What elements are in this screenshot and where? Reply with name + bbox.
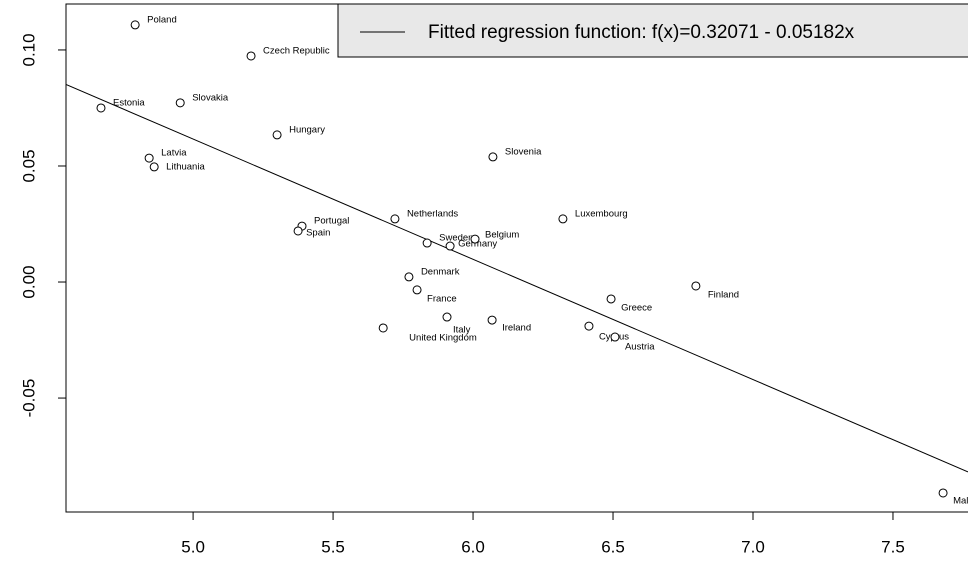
point-label: Lithuania: [166, 161, 205, 172]
point: [144, 153, 154, 163]
point-label: Luxembourg: [575, 208, 628, 219]
point-label: Estonia: [113, 97, 145, 108]
plot-frame: [65, 3, 968, 513]
point-label: Portugal: [314, 216, 349, 227]
point-label: Malta: [953, 495, 968, 506]
point-label: United Kingdom: [409, 332, 477, 343]
point-label: Hungary: [289, 124, 325, 135]
point-label: Germany: [458, 239, 497, 250]
y-tick-label: 0.10: [19, 33, 38, 66]
plot-area: Poland Czech Republic Estonia Slovakia Hunga…: [66, 14, 968, 506]
point: [470, 234, 480, 244]
point: [422, 238, 432, 248]
point: [130, 20, 140, 30]
point-label: Netherlands: [407, 208, 458, 219]
point-label: Denmark: [421, 266, 460, 277]
point: [149, 162, 159, 172]
point: [938, 488, 948, 498]
point-label: Czech Republic: [263, 45, 330, 56]
point-label: Belgium: [485, 230, 519, 241]
point-label: Latvia: [161, 148, 187, 159]
legend: Fitted regression function: f(x)=0.32071…: [337, 3, 968, 58]
point-label: Spain: [306, 227, 330, 238]
point-label: Sweden: [439, 233, 473, 244]
point-label: Greece: [621, 302, 652, 313]
point-label: Slovenia: [505, 146, 542, 157]
y-tick-label: -0.05: [19, 379, 38, 418]
point-label: Ireland: [502, 323, 531, 334]
y-tick-label: 0.05: [19, 149, 38, 182]
point: [445, 241, 455, 251]
point: [487, 315, 497, 325]
point-label: France: [427, 293, 457, 304]
point-label: Italy: [453, 325, 471, 336]
point-label: Poland: [147, 14, 177, 25]
point: [175, 98, 185, 108]
y-tick-label: 0.00: [19, 265, 38, 298]
point: [691, 281, 701, 291]
point-label: Slovakia: [192, 92, 229, 103]
point: [610, 332, 620, 342]
point: [584, 321, 594, 331]
point-label: Austria: [625, 342, 655, 353]
point: [293, 226, 303, 236]
point: [390, 214, 400, 224]
legend-box: [337, 3, 968, 58]
point: [272, 130, 282, 140]
point: [442, 312, 452, 322]
x-tick-label: 7.5: [881, 537, 905, 556]
x-tick-label: 7.0: [741, 537, 765, 556]
legend-label: Fitted regression function: f(x)=0.32071…: [428, 22, 855, 43]
regression-line: [66, 83, 968, 473]
point-label: Finland: [708, 289, 739, 300]
x-tick-label: 5.0: [181, 537, 205, 556]
x-tick-label: 6.0: [461, 537, 485, 556]
point: [606, 294, 616, 304]
point: [412, 285, 422, 295]
point: [96, 103, 106, 113]
point: [246, 51, 256, 61]
x-tick-label: 6.5: [601, 537, 625, 556]
x-tick-label: 5.5: [321, 537, 345, 556]
point: [378, 323, 388, 333]
point: [404, 272, 414, 282]
point: [558, 214, 568, 224]
point: [488, 152, 498, 162]
